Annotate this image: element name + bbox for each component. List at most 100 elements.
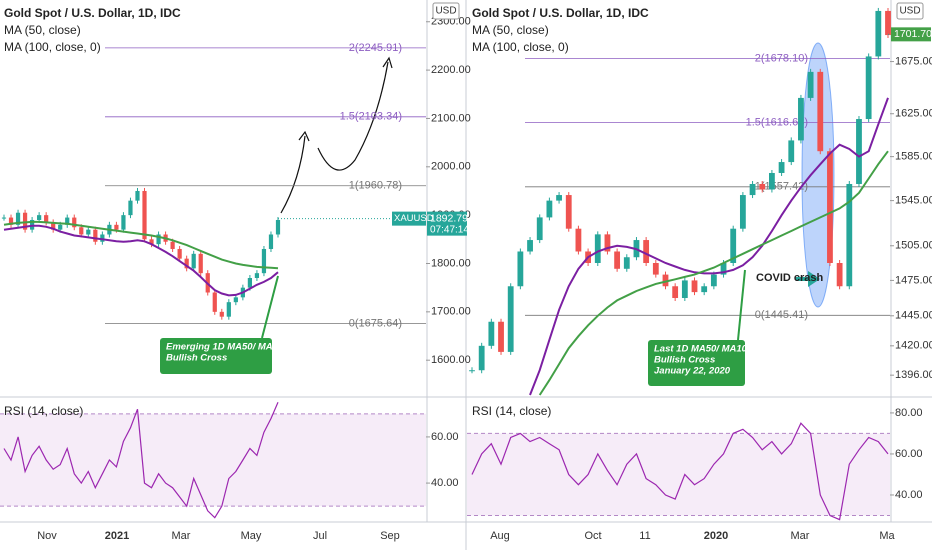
fib-label: 1(1960.78) — [349, 180, 402, 192]
candle — [827, 151, 833, 264]
candle — [184, 258, 189, 269]
arrow-head — [382, 56, 393, 69]
moving-average — [3, 220, 279, 270]
y-tick-label: 1675.00 — [895, 55, 932, 67]
moving-average — [3, 224, 279, 297]
y-tick-label: 1600.00 — [431, 354, 471, 366]
x-tick-label: Mar — [791, 530, 810, 542]
annotation-pointer — [737, 269, 746, 341]
symbol-box — [392, 211, 426, 226]
candle — [135, 190, 140, 201]
candle — [681, 280, 688, 299]
candle — [93, 229, 98, 242]
candle — [149, 239, 154, 245]
candle — [121, 215, 126, 230]
chart-title: Gold Spot / U.S. Dollar, 1D, IDC — [472, 6, 649, 20]
annotation-text: Bullish Cross — [166, 353, 227, 364]
y-tick-label: 40.00 — [431, 477, 459, 489]
candle — [86, 229, 91, 235]
y-tick-label: 1420.00 — [895, 340, 932, 352]
candle — [170, 241, 175, 249]
y-tick-label: 1800.00 — [431, 257, 471, 269]
candle — [1, 217, 7, 219]
candle — [15, 212, 21, 225]
projection-arrow — [317, 61, 389, 171]
annotation-pointer — [261, 275, 279, 339]
currency: USD — [899, 6, 920, 17]
candle — [527, 240, 533, 252]
candle — [469, 370, 475, 372]
candle — [114, 224, 119, 230]
last-price: 1701.70 — [894, 28, 932, 40]
candle — [177, 248, 182, 259]
candle — [885, 10, 891, 36]
x-tick-label: May — [241, 530, 262, 542]
candle — [536, 217, 543, 241]
candle — [614, 251, 621, 269]
y-tick-label: 60.00 — [431, 431, 459, 443]
x-tick-label: Aug — [490, 530, 510, 542]
crash-arrow — [796, 271, 820, 287]
rsi-band — [0, 413, 426, 507]
candle — [623, 257, 630, 269]
fib-label: 1(1557.42) — [755, 181, 808, 193]
y-tick-label: 2100.00 — [431, 112, 471, 124]
y-tick-label: 1585.00 — [895, 151, 932, 163]
x-tick-label: 2020 — [704, 530, 728, 542]
candle — [865, 56, 872, 120]
candle — [233, 297, 238, 303]
y-tick-label: 1700.00 — [431, 306, 471, 318]
candle — [156, 234, 161, 245]
candle — [836, 263, 843, 287]
candle — [643, 240, 650, 264]
x-tick-label: 11 — [639, 530, 650, 542]
candle — [275, 219, 281, 235]
crash-highlight — [801, 42, 835, 308]
symbol: XAUUSD — [394, 213, 434, 224]
annotation-text: Last 1D MA50/ MA100 — [654, 344, 753, 355]
candle — [759, 183, 766, 190]
candle — [652, 263, 659, 275]
projection-arrow — [280, 135, 306, 214]
candle — [720, 263, 727, 275]
countdown: 07:47:14 — [430, 224, 469, 235]
candle — [219, 311, 224, 317]
annotation-text: Emerging 1D MA50/ MA100 — [166, 342, 289, 353]
candle — [875, 10, 882, 57]
y-tick-label: 80.00 — [895, 407, 923, 419]
y-tick-label: 1505.00 — [895, 240, 932, 252]
candle — [261, 248, 267, 274]
projection — [280, 56, 393, 214]
candle — [100, 234, 105, 242]
candle — [575, 228, 582, 252]
annotation-box — [160, 338, 272, 374]
indicator-label: MA (50, close) — [4, 23, 81, 37]
fib-label: 1.5(2103.34) — [340, 111, 402, 123]
candle — [798, 97, 804, 141]
y-tick-label: 1445.00 — [895, 310, 932, 322]
candle — [662, 274, 669, 287]
fib-label: 0(1675.64) — [349, 318, 402, 330]
candle — [478, 345, 485, 371]
rsi-title: RSI (14, close) — [472, 404, 551, 418]
y-tick-label: 40.00 — [895, 489, 923, 501]
x-tick-label: 2021 — [105, 530, 129, 542]
rsi-title: RSI (14, close) — [4, 404, 83, 418]
candle — [79, 227, 84, 235]
candle — [44, 215, 49, 223]
x-tick-label: Jul — [313, 530, 327, 542]
candle — [749, 183, 756, 196]
indicator-label: MA (50, close) — [472, 23, 549, 37]
rsi-line — [3, 402, 279, 519]
candle — [788, 140, 795, 163]
rsi-line — [471, 422, 889, 521]
fib-label: 0(1445.41) — [755, 309, 808, 321]
chart-title: Gold Spot / U.S. Dollar, 1D, IDC — [4, 6, 181, 20]
price-label-box — [427, 211, 467, 236]
candle — [254, 273, 260, 278]
moving-average — [529, 97, 889, 396]
currency: USD — [435, 6, 456, 17]
candle — [128, 200, 133, 216]
candle — [807, 71, 814, 98]
